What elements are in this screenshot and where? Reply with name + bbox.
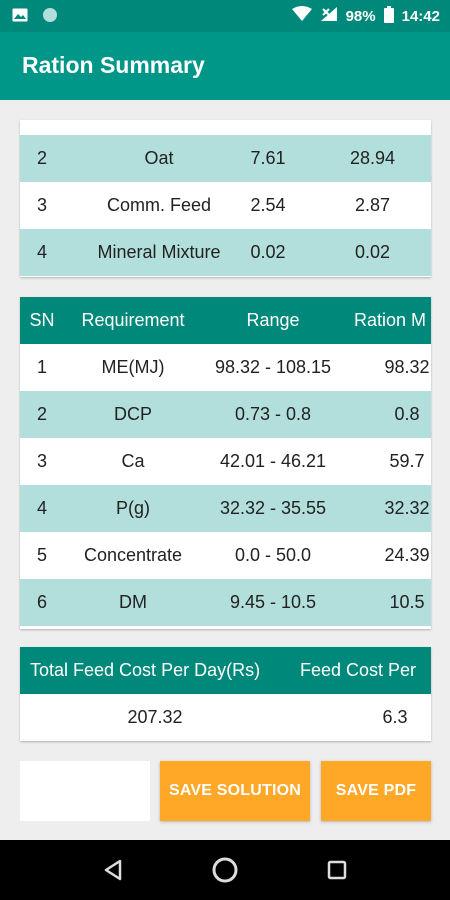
feed-cost-per-value: 6.3	[382, 707, 408, 727]
req-name: Ca	[121, 451, 145, 471]
req-ration: 10.5	[389, 592, 425, 612]
feed-cost: 0.02	[354, 242, 391, 262]
req-name: P(g)	[115, 498, 150, 518]
ration-summary-content[interactable]: 2 Oat 7.61 28.94 3 Comm. Feed 2.54 2.87 …	[0, 100, 450, 840]
req-ration: 32.32	[384, 498, 430, 518]
app-bar: Ration Summary	[0, 32, 450, 100]
feed-cost: 2.87	[354, 195, 391, 215]
recents-icon[interactable]	[327, 860, 347, 885]
req-sn: 4	[36, 498, 47, 518]
total-cost-value: 207.32	[127, 707, 183, 727]
table-row: 6 DM 9.45 - 10.5 10.5	[20, 579, 431, 626]
table-row: 1 ME(MJ) 98.32 - 108.15 98.32	[20, 344, 431, 391]
req-range: 98.32 - 108.15	[214, 357, 332, 377]
req-ration: 0.8	[394, 404, 420, 424]
req-sn: 6	[36, 592, 47, 612]
signal-icon	[320, 6, 338, 26]
table-row: 2 DCP 0.73 - 0.8 0.8	[20, 391, 431, 438]
feed-quantity-table: 2 Oat 7.61 28.94 3 Comm. Feed 2.54 2.87 …	[20, 120, 431, 277]
feed-sn: 2	[36, 148, 47, 168]
battery-level: 98%	[345, 7, 376, 25]
action-spacer	[20, 761, 150, 821]
feed-quantity: 0.02	[250, 242, 286, 262]
table-header: SN Requirement Range Ration M	[20, 297, 431, 344]
feed-name: Mineral Mixture	[97, 242, 221, 262]
home-icon[interactable]	[211, 856, 239, 889]
header-requirement: Requirement	[81, 310, 185, 330]
table-row: 2 Oat 7.61 28.94	[20, 135, 431, 182]
req-name: DM	[119, 592, 147, 612]
req-sn: 2	[36, 404, 47, 424]
header-range: Range	[246, 310, 300, 330]
back-icon[interactable]	[103, 859, 123, 886]
req-range: 0.0 - 50.0	[234, 545, 312, 565]
feed-name: Oat	[144, 148, 174, 168]
table-row: 3 Comm. Feed 2.54 2.87	[20, 182, 431, 229]
req-range: 9.45 - 10.5	[229, 592, 317, 612]
feed-quantity: 2.54	[250, 195, 286, 215]
req-sn: 5	[36, 545, 47, 565]
wifi-icon	[291, 6, 312, 26]
req-sn: 3	[36, 451, 47, 471]
feed-quantity: 7.61	[250, 148, 286, 168]
feed-sn: 4	[36, 242, 47, 262]
header-feed-cost-per: Feed Cost Per	[300, 660, 417, 680]
req-ration: 98.32	[384, 357, 430, 377]
req-range: 42.01 - 46.21	[219, 451, 327, 471]
header-ration: Ration M	[354, 310, 427, 330]
req-ration: 59.7	[389, 451, 425, 471]
status-bar: 98% 14:42	[0, 0, 450, 32]
table-row: 5 Concentrate 0.0 - 50.0 24.39	[20, 532, 431, 579]
feed-name: Comm. Feed	[106, 195, 212, 215]
table-row: 3 Ca 42.01 - 46.21 59.7	[20, 438, 431, 485]
table-row: 207.32 6.3	[20, 694, 431, 741]
req-ration: 24.39	[384, 545, 430, 565]
table-row: 4 P(g) 32.32 - 35.55 32.32	[20, 485, 431, 532]
req-name: ME(MJ)	[101, 357, 165, 377]
save-pdf-button[interactable]: SAVE PDF	[321, 761, 431, 821]
req-name: DCP	[113, 404, 152, 424]
cost-table: Total Feed Cost Per Day(Rs) Feed Cost Pe…	[20, 647, 431, 741]
table-row: 4 Mineral Mixture 0.02 0.02	[20, 229, 431, 276]
req-range: 0.73 - 0.8	[234, 404, 312, 424]
image-notification-icon	[12, 8, 28, 27]
feed-sn: 3	[36, 195, 47, 215]
save-solution-button[interactable]: SAVE SOLUTION	[160, 761, 310, 821]
req-sn: 1	[36, 357, 47, 377]
req-name: Concentrate	[83, 545, 183, 565]
navigation-bar	[0, 840, 450, 900]
feed-cost: 28.94	[349, 148, 396, 168]
table-header: Total Feed Cost Per Day(Rs) Feed Cost Pe…	[20, 647, 431, 694]
header-total-cost: Total Feed Cost Per Day(Rs)	[30, 660, 261, 680]
clock: 14:42	[401, 7, 440, 25]
battery-icon	[383, 5, 394, 27]
requirement-table: SN Requirement Range Ration M 1 ME(MJ) 9…	[20, 297, 431, 629]
page-title: Ration Summary	[22, 52, 205, 78]
header-sn: SN	[29, 310, 55, 330]
req-range: 32.32 - 35.55	[219, 498, 327, 518]
sync-notification-icon	[42, 7, 58, 28]
